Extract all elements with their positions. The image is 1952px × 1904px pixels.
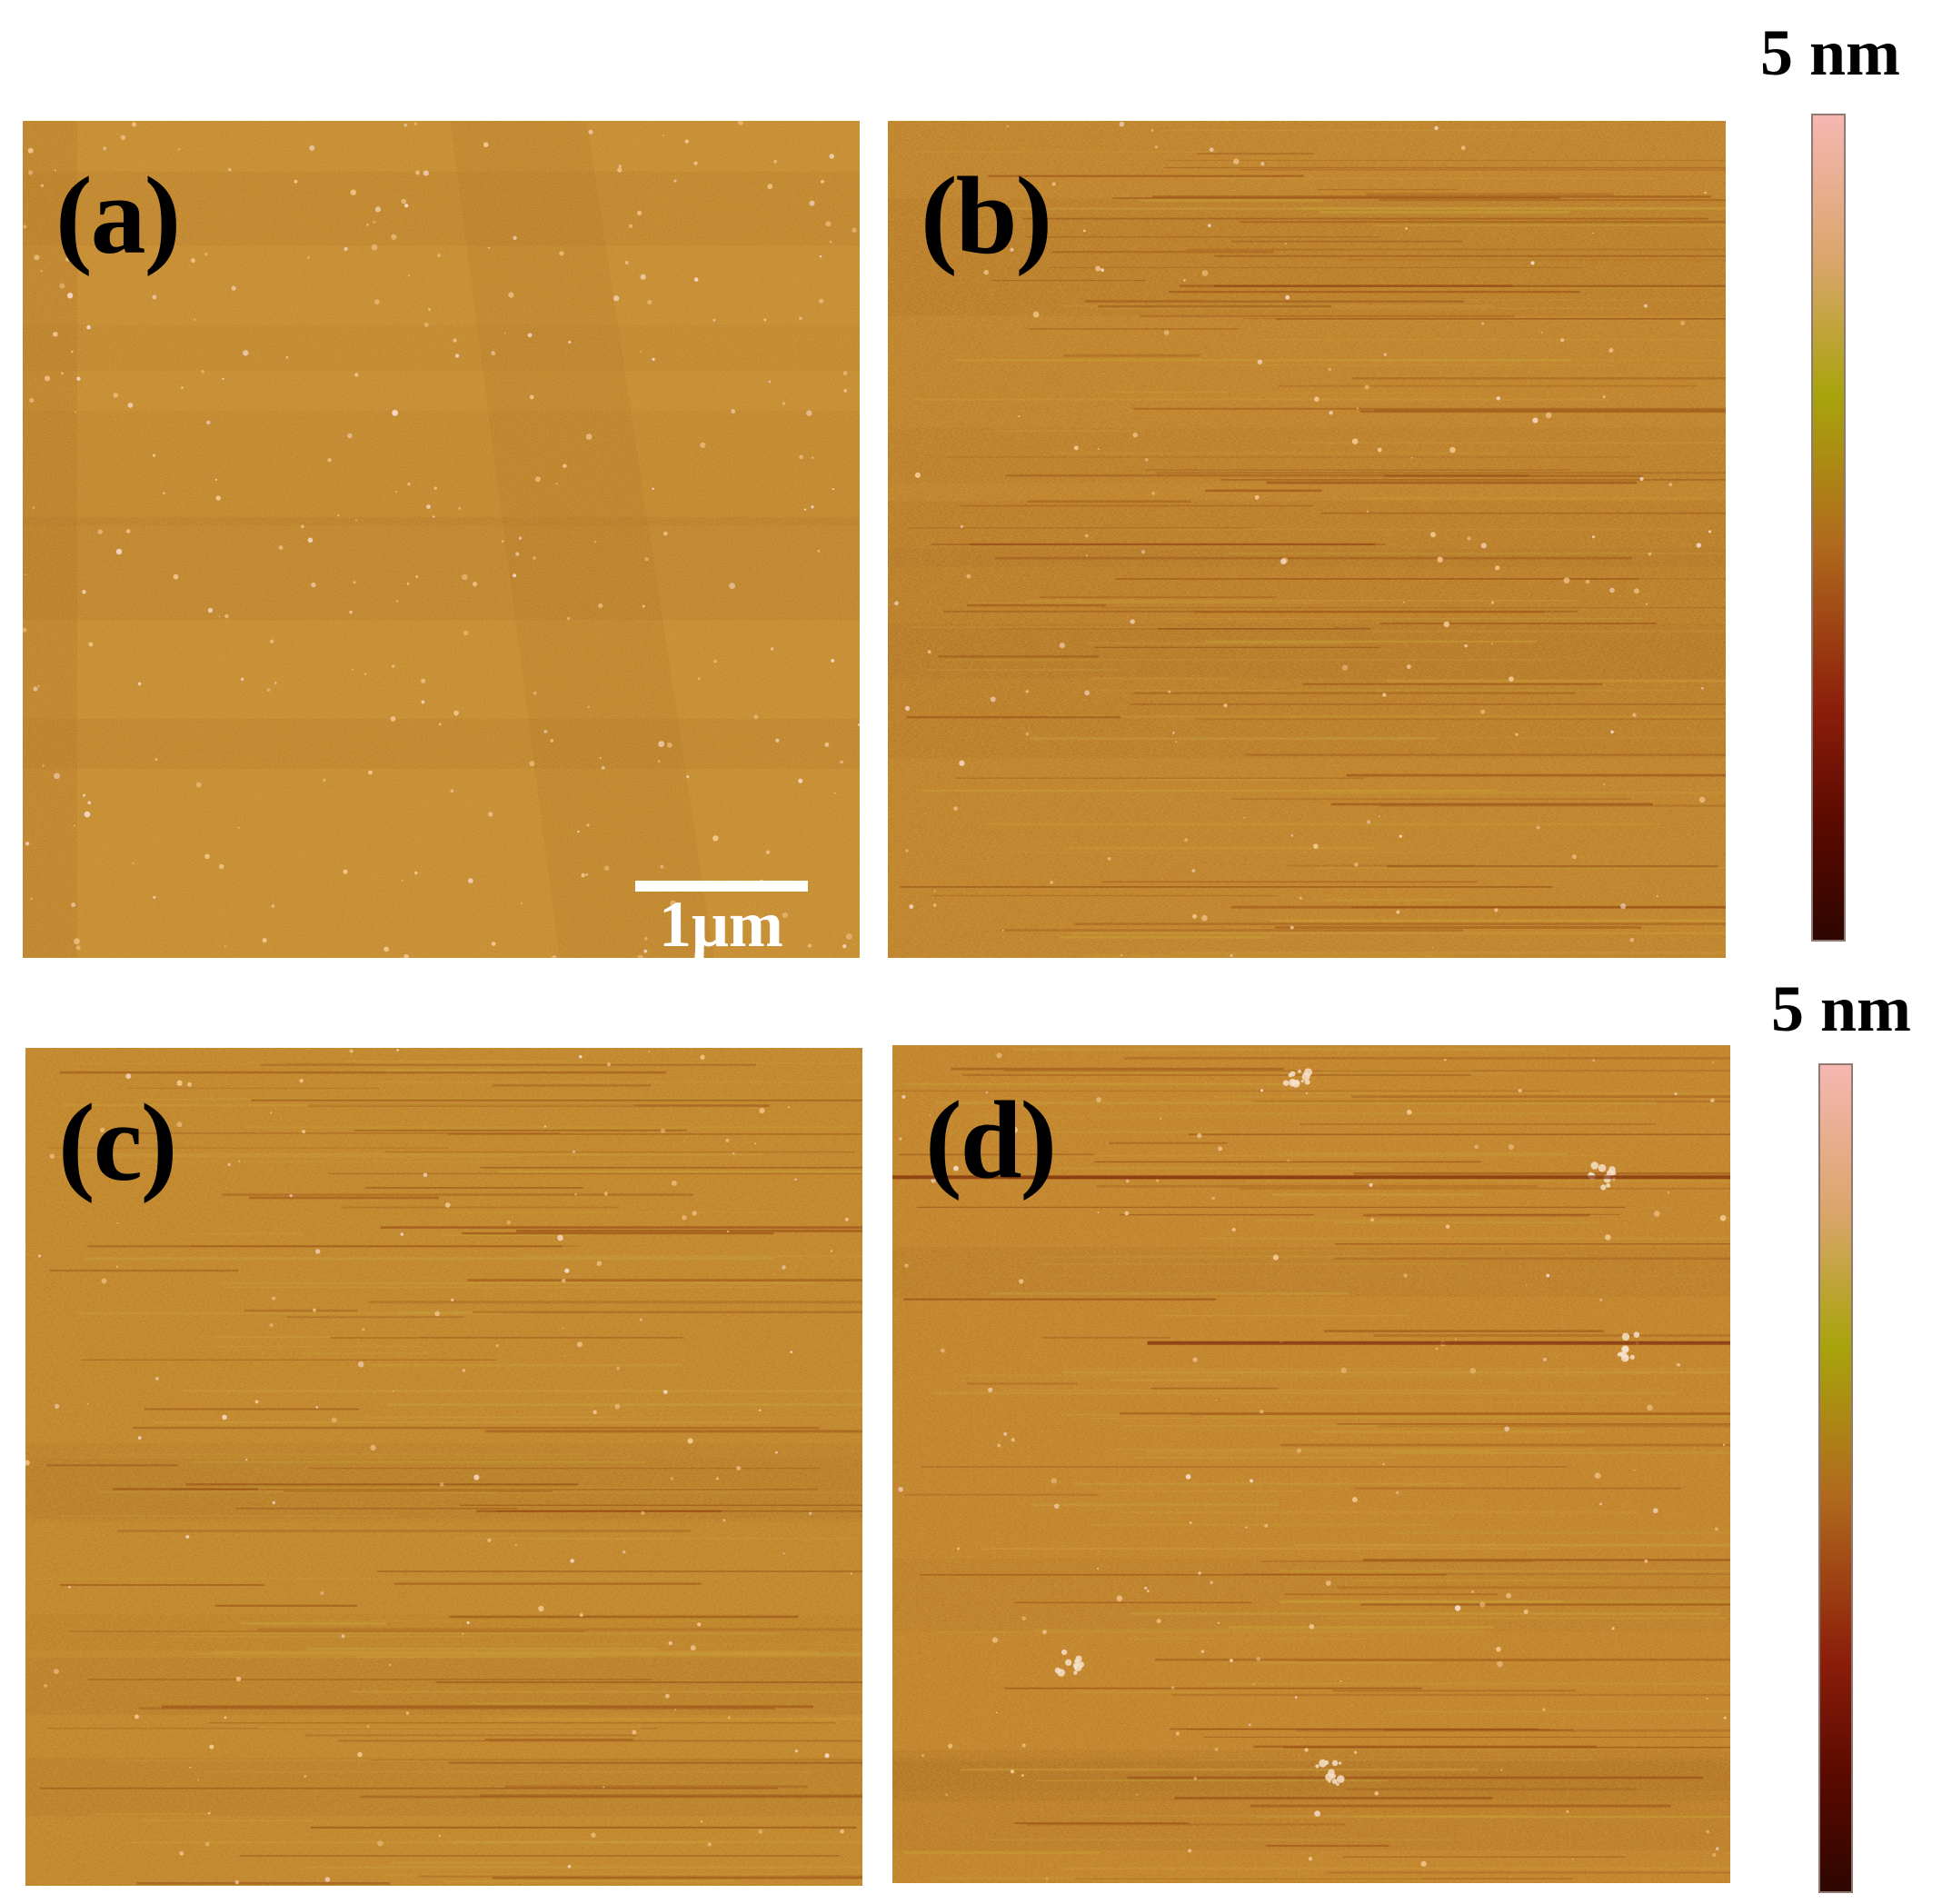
scale-bar-label: 1μm: [659, 888, 783, 958]
colorbar-top: [1811, 114, 1846, 942]
afm-surface-texture-a: [23, 121, 860, 958]
afm-image-panel-d: (d): [892, 1045, 1730, 1883]
panel-label-d: (d): [925, 1079, 1057, 1201]
panel-label-b: (b): [921, 155, 1052, 277]
afm-image-panel-a: (a) 1μm: [23, 121, 860, 958]
afm-surface-texture-b: [888, 121, 1726, 958]
afm-image-panel-b: (b): [888, 121, 1726, 958]
scale-bar: [635, 881, 808, 892]
afm-image-panel-c: (c): [25, 1048, 862, 1886]
afm-surface-texture-d: [892, 1045, 1730, 1883]
afm-surface-texture-c: [25, 1048, 862, 1886]
colorbar-bottom-label: 5 nm: [1771, 972, 1912, 1045]
panel-label-a: (a): [55, 155, 181, 277]
colorbar-bottom: [1818, 1063, 1853, 1893]
panel-label-c: (c): [58, 1082, 177, 1204]
colorbar-top-label: 5 nm: [1760, 16, 1901, 89]
